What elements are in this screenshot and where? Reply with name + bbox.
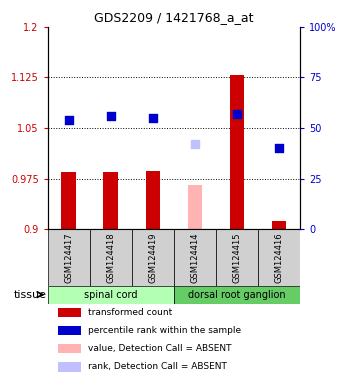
Text: GSM124415: GSM124415 <box>233 232 241 283</box>
Bar <box>103 172 118 229</box>
Point <box>150 115 155 121</box>
Bar <box>48 229 90 286</box>
Bar <box>216 229 258 286</box>
Bar <box>229 75 244 229</box>
Bar <box>61 172 76 229</box>
Bar <box>272 221 286 229</box>
Text: GSM124414: GSM124414 <box>190 232 199 283</box>
Text: GSM124416: GSM124416 <box>275 232 284 283</box>
Title: GDS2209 / 1421768_a_at: GDS2209 / 1421768_a_at <box>94 11 254 24</box>
Bar <box>48 286 174 303</box>
Text: GSM124419: GSM124419 <box>148 232 158 283</box>
Text: dorsal root ganglion: dorsal root ganglion <box>188 290 286 300</box>
Bar <box>58 344 81 353</box>
Point <box>66 117 72 123</box>
Bar <box>58 308 81 317</box>
Bar <box>132 229 174 286</box>
Point <box>108 113 114 119</box>
Bar <box>90 229 132 286</box>
Point <box>276 145 282 151</box>
Point <box>192 141 198 147</box>
Bar <box>174 286 300 303</box>
Text: GSM124418: GSM124418 <box>106 232 115 283</box>
Bar <box>146 171 160 229</box>
Bar <box>58 362 81 372</box>
Bar <box>174 229 216 286</box>
Text: GSM124417: GSM124417 <box>64 232 73 283</box>
Text: value, Detection Call = ABSENT: value, Detection Call = ABSENT <box>88 344 232 353</box>
Text: tissue: tissue <box>14 290 47 300</box>
Text: spinal cord: spinal cord <box>84 290 137 300</box>
Text: transformed count: transformed count <box>88 308 173 317</box>
Text: percentile rank within the sample: percentile rank within the sample <box>88 326 241 335</box>
Bar <box>188 185 202 229</box>
Text: rank, Detection Call = ABSENT: rank, Detection Call = ABSENT <box>88 362 227 371</box>
Bar <box>58 326 81 335</box>
Point <box>234 111 240 117</box>
Bar <box>258 229 300 286</box>
